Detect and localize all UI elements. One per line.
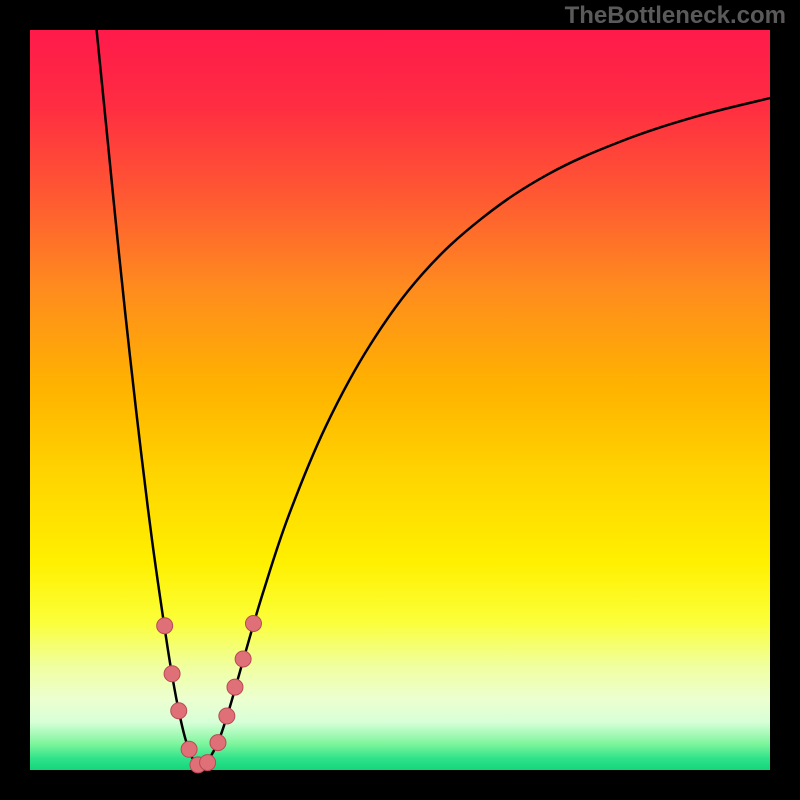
data-marker: [235, 651, 251, 667]
chart-background: [30, 30, 770, 770]
data-marker: [200, 755, 216, 771]
chart-canvas: [0, 0, 800, 800]
data-marker: [227, 679, 243, 695]
watermark-text: TheBottleneck.com: [565, 2, 786, 30]
data-marker: [157, 618, 173, 634]
bottleneck-chart: [0, 0, 800, 800]
data-marker: [219, 708, 235, 724]
data-marker: [210, 735, 226, 751]
data-marker: [171, 703, 187, 719]
data-marker: [245, 615, 261, 631]
data-marker: [181, 741, 197, 757]
data-marker: [164, 666, 180, 682]
